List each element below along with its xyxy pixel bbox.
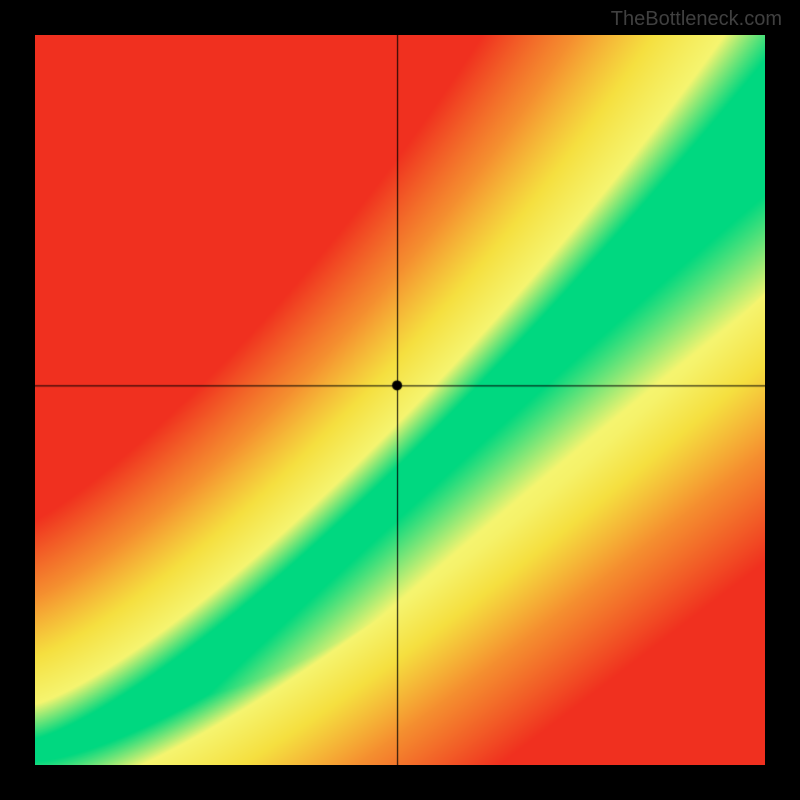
bottleneck-heatmap bbox=[35, 35, 765, 765]
heatmap-canvas bbox=[35, 35, 765, 765]
watermark-text: TheBottleneck.com bbox=[611, 8, 782, 31]
